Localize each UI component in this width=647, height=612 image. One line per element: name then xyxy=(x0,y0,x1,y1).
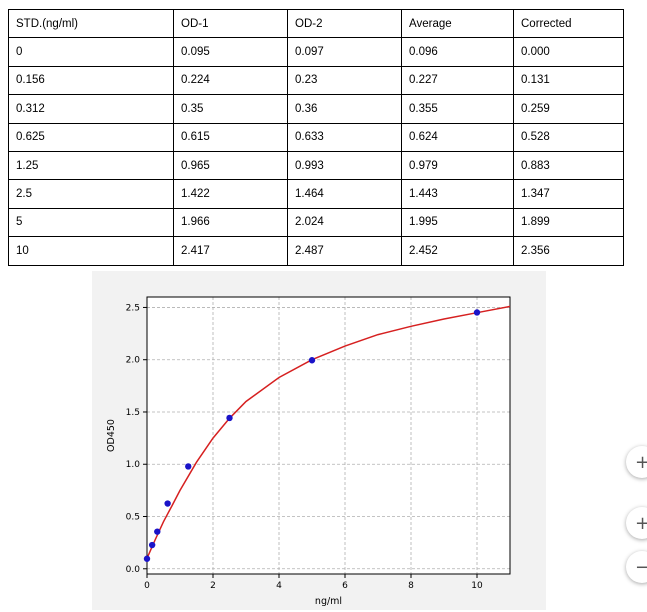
table-cell: 0.224 xyxy=(173,65,288,96)
data-point xyxy=(308,357,316,364)
standard-table: STD.(ng/ml) OD-1 OD-2 Average Corrected … xyxy=(8,8,624,266)
header-od1: OD-1 xyxy=(173,8,288,39)
axes-frame xyxy=(146,296,511,575)
x-axis-label: ng/ml xyxy=(315,596,342,607)
table-cell: 1.464 xyxy=(287,179,402,209)
table-cell: 0.000 xyxy=(513,37,624,67)
tick-layer: 0 2 4 6 8 10 0.0 0.5 1.0 1.5 2.0 2.5 xyxy=(126,303,483,591)
data-point xyxy=(473,309,481,316)
y-tick-label: 1.0 xyxy=(126,460,141,470)
table-row: 10 2.417 2.487 2.452 2.356 xyxy=(8,236,624,266)
y-tick-label: 0.5 xyxy=(126,513,140,523)
table-cell: 0.355 xyxy=(401,94,514,124)
table-cell: 0.259 xyxy=(513,94,624,124)
fit-curve-line xyxy=(146,305,511,559)
data-point xyxy=(164,500,171,507)
table-cell: 1.443 xyxy=(401,179,514,209)
x-tick-label: 10 xyxy=(471,581,483,591)
table-cell: 0.883 xyxy=(513,150,624,181)
table-cell: 0.227 xyxy=(401,65,514,96)
table-cell: 5 xyxy=(8,207,174,238)
table-cell: 0.633 xyxy=(287,122,402,152)
table-cell: 0.312 xyxy=(8,94,174,124)
header-corrected: Corrected xyxy=(513,8,624,39)
x-tick-label: 6 xyxy=(342,581,348,591)
y-axis-label: OD450 xyxy=(106,419,117,452)
data-point xyxy=(148,541,156,549)
table-row: 1.25 0.965 0.993 0.979 0.883 xyxy=(8,150,624,181)
header-od2: OD-2 xyxy=(287,8,402,39)
table-header-row: STD.(ng/ml) OD-1 OD-2 Average Corrected xyxy=(8,8,624,39)
table-cell: 0.625 xyxy=(8,122,174,152)
table-row: 0.156 0.224 0.23 0.227 0.131 xyxy=(8,65,624,96)
grid-layer xyxy=(146,297,510,574)
table-cell: 0.979 xyxy=(401,150,514,181)
x-tick-label: 4 xyxy=(276,581,282,591)
table-cell: 2.417 xyxy=(173,236,288,266)
x-tick-label: 0 xyxy=(144,581,150,591)
table-cell: 0.131 xyxy=(513,65,624,96)
y-tick-label: 0.0 xyxy=(126,565,141,575)
table-row: 0 0.095 0.097 0.096 0.000 xyxy=(8,37,624,67)
table-cell: 1.347 xyxy=(513,179,624,209)
table-row: 2.5 1.422 1.464 1.443 1.347 xyxy=(8,179,624,209)
chart-panel: 0 2 4 6 8 10 0.0 0.5 1.0 1.5 2.0 2.5 ng/ml OD450 xyxy=(92,271,546,610)
plot-background xyxy=(147,297,510,574)
x-tick-label: 2 xyxy=(210,581,216,591)
table-cell: 0.615 xyxy=(173,122,288,152)
zoom-out-button[interactable]: − xyxy=(626,551,647,583)
table-cell: 10 xyxy=(8,236,174,266)
data-point xyxy=(226,414,233,422)
table-cell: 1.995 xyxy=(401,207,514,238)
table-cell: 0.993 xyxy=(287,150,402,181)
table-cell: 1.422 xyxy=(173,179,288,209)
table-row: 5 1.966 2.024 1.995 1.899 xyxy=(8,207,624,238)
table-cell: 0.096 xyxy=(401,37,514,67)
table-cell: 2.5 xyxy=(8,179,174,209)
table-cell: 0.23 xyxy=(287,65,402,96)
table-cell: 1.899 xyxy=(513,207,624,238)
table-row: 0.312 0.35 0.36 0.355 0.259 xyxy=(8,94,624,124)
zoom-in-button[interactable]: + xyxy=(626,507,647,539)
table-cell: 0.528 xyxy=(513,122,624,152)
point-layer xyxy=(143,309,481,562)
table-cell: 1.966 xyxy=(173,207,288,238)
expand-icon: + xyxy=(635,451,647,473)
table-cell: 0.36 xyxy=(287,94,402,124)
y-tick-label: 2.0 xyxy=(126,356,141,366)
header-std: STD.(ng/ml) xyxy=(8,8,174,39)
table-cell: 0.624 xyxy=(401,122,514,152)
data-point xyxy=(143,555,151,562)
table-cell: 0 xyxy=(8,37,174,67)
table-cell: 1.25 xyxy=(8,150,174,181)
y-tick-label: 2.5 xyxy=(126,303,140,313)
table-cell: 0.097 xyxy=(287,37,402,67)
table-cell: 2.452 xyxy=(401,236,514,266)
minus-icon: − xyxy=(635,556,647,578)
y-tick-label: 1.5 xyxy=(126,408,140,418)
table-cell: 2.356 xyxy=(513,236,624,266)
table-cell: 0.156 xyxy=(8,65,174,96)
table-cell: 0.35 xyxy=(173,94,288,124)
x-tick-label: 8 xyxy=(408,581,414,591)
table-cell: 2.487 xyxy=(287,236,402,266)
table-cell: 0.095 xyxy=(173,37,288,67)
standard-curve-chart: 0 2 4 6 8 10 0.0 0.5 1.0 1.5 2.0 2.5 ng/ml OD450 xyxy=(106,296,511,607)
table-cell: 2.024 xyxy=(287,207,402,238)
data-point xyxy=(185,463,192,470)
fullscreen-button[interactable]: + xyxy=(626,446,647,478)
table-cell: 0.965 xyxy=(173,150,288,181)
plus-icon: + xyxy=(635,512,647,534)
table-row: 0.625 0.615 0.633 0.624 0.528 xyxy=(8,122,624,152)
header-average: Average xyxy=(401,8,514,39)
curve-layer xyxy=(146,305,511,559)
data-point xyxy=(154,528,161,535)
